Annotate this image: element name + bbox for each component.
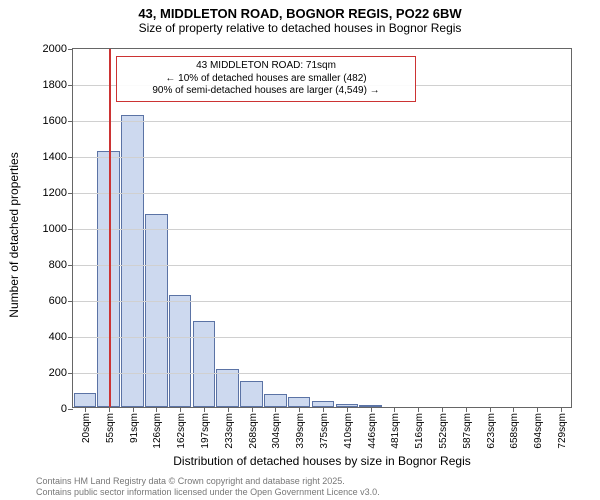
- histogram-bar: [264, 394, 287, 407]
- xtick-label: 268sqm: [248, 413, 259, 449]
- xtick-label: 91sqm: [129, 413, 140, 443]
- xtick-label: 162sqm: [176, 413, 187, 449]
- gridline: [73, 373, 571, 374]
- xtick-mark: [347, 407, 348, 412]
- footer-line2: Contains public sector information licen…: [36, 487, 380, 498]
- xtick-label: 339sqm: [295, 413, 306, 449]
- xtick-mark: [513, 407, 514, 412]
- histogram-bar: [169, 295, 192, 407]
- xtick-label: 55sqm: [105, 413, 116, 443]
- ytick-mark: [68, 85, 73, 86]
- xtick-mark: [466, 407, 467, 412]
- xtick-label: 233sqm: [224, 413, 235, 449]
- histogram-bar: [74, 393, 97, 407]
- bars-layer: [73, 49, 571, 407]
- gridline: [73, 193, 571, 194]
- xtick-label: 729sqm: [557, 413, 568, 449]
- xtick-mark: [299, 407, 300, 412]
- ytick-mark: [68, 301, 73, 302]
- y-axis-label: Number of detached properties: [7, 152, 21, 317]
- xtick-mark: [418, 407, 419, 412]
- title-line2: Size of property relative to detached ho…: [0, 21, 600, 35]
- xtick-label: 516sqm: [414, 413, 425, 449]
- xtick-mark: [537, 407, 538, 412]
- xtick-mark: [394, 407, 395, 412]
- xtick-mark: [561, 407, 562, 412]
- gridline: [73, 301, 571, 302]
- histogram-bar: [288, 397, 311, 407]
- xtick-label: 20sqm: [81, 413, 92, 443]
- histogram-bar: [240, 381, 263, 407]
- xtick-label: 410sqm: [343, 413, 354, 449]
- xtick-mark: [156, 407, 157, 412]
- xtick-label: 126sqm: [152, 413, 163, 449]
- xtick-label: 304sqm: [271, 413, 282, 449]
- annotation-box: 43 MIDDLETON ROAD: 71sqm← 10% of detache…: [116, 56, 416, 102]
- ytick-mark: [68, 409, 73, 410]
- xtick-mark: [371, 407, 372, 412]
- xtick-mark: [490, 407, 491, 412]
- ytick-mark: [68, 265, 73, 266]
- xtick-mark: [85, 407, 86, 412]
- marker-line: [109, 49, 111, 407]
- plot-area: 020040060080010001200140016001800200020s…: [72, 48, 572, 408]
- xtick-label: 658sqm: [509, 413, 520, 449]
- title-block: 43, MIDDLETON ROAD, BOGNOR REGIS, PO22 6…: [0, 0, 600, 35]
- xtick-label: 197sqm: [200, 413, 211, 449]
- xtick-mark: [180, 407, 181, 412]
- ytick-mark: [68, 193, 73, 194]
- footer-line1: Contains HM Land Registry data © Crown c…: [36, 476, 380, 487]
- xtick-mark: [442, 407, 443, 412]
- x-axis-label: Distribution of detached houses by size …: [72, 454, 572, 468]
- xtick-label: 481sqm: [390, 413, 401, 449]
- title-line1: 43, MIDDLETON ROAD, BOGNOR REGIS, PO22 6…: [0, 6, 600, 21]
- xtick-mark: [228, 407, 229, 412]
- xtick-mark: [204, 407, 205, 412]
- ytick-mark: [68, 337, 73, 338]
- footer-attribution: Contains HM Land Registry data © Crown c…: [36, 476, 380, 498]
- histogram-bar: [216, 369, 239, 407]
- ytick-mark: [68, 229, 73, 230]
- ytick-mark: [68, 157, 73, 158]
- histogram-bar: [145, 214, 168, 407]
- chart-container: 43, MIDDLETON ROAD, BOGNOR REGIS, PO22 6…: [0, 0, 600, 500]
- annotation-line: ← 10% of detached houses are smaller (48…: [123, 73, 409, 86]
- xtick-label: 446sqm: [367, 413, 378, 449]
- xtick-label: 587sqm: [462, 413, 473, 449]
- xtick-mark: [133, 407, 134, 412]
- annotation-line: 43 MIDDLETON ROAD: 71sqm: [123, 60, 409, 73]
- gridline: [73, 265, 571, 266]
- xtick-label: 694sqm: [533, 413, 544, 449]
- ytick-mark: [68, 49, 73, 50]
- histogram-bar: [121, 115, 144, 407]
- xtick-mark: [275, 407, 276, 412]
- gridline: [73, 121, 571, 122]
- annotation-line: 90% of semi-detached houses are larger (…: [123, 85, 409, 98]
- gridline: [73, 337, 571, 338]
- ytick-mark: [68, 121, 73, 122]
- gridline: [73, 229, 571, 230]
- xtick-label: 623sqm: [486, 413, 497, 449]
- xtick-label: 375sqm: [319, 413, 330, 449]
- xtick-mark: [252, 407, 253, 412]
- gridline: [73, 157, 571, 158]
- xtick-mark: [109, 407, 110, 412]
- xtick-label: 552sqm: [438, 413, 449, 449]
- histogram-bar: [193, 321, 216, 407]
- ytick-mark: [68, 373, 73, 374]
- xtick-mark: [323, 407, 324, 412]
